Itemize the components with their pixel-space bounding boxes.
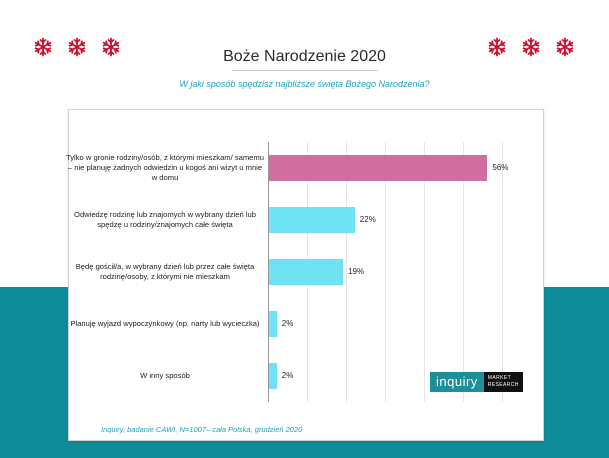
category-label: Odwiedzę rodzinę lub znajomych w wybrany…: [74, 210, 256, 229]
snowflake-icon: [102, 37, 120, 57]
snowflake-icon: [556, 37, 574, 57]
gridline: [424, 142, 425, 402]
gridline: [463, 142, 464, 402]
data-label: 2%: [281, 371, 294, 380]
snowflake-icon: [522, 37, 540, 57]
source-note: Inquiry, badanie CAWI, N=1007– cała Pols…: [101, 425, 303, 434]
data-label: 22%: [359, 215, 376, 224]
gridline: [385, 142, 386, 402]
bar: [269, 155, 488, 181]
logo-tagline-line2: RESEARCH: [487, 382, 519, 388]
data-label: 19%: [348, 267, 365, 276]
bar: [269, 363, 277, 389]
category-label: Tylko w gronie rodziny/osób, z którymi m…: [66, 153, 264, 182]
y-axis-line: [268, 142, 269, 402]
bar: [269, 207, 355, 233]
snowflake-icon: [34, 37, 52, 57]
category-label: Będę gościł/a, w wybrany dzień lub przez…: [75, 262, 255, 281]
logo-wordmark: inquiry: [430, 372, 484, 392]
snowflake-icon: [488, 37, 506, 57]
data-label: 56%: [492, 163, 509, 172]
title-divider: [232, 70, 378, 71]
data-label: 2%: [281, 319, 294, 328]
gridline: [346, 142, 347, 402]
category-label: W inny sposób: [140, 371, 190, 380]
bar: [269, 311, 277, 337]
inquiry-logo: inquiry MARKET RESEARCH: [430, 372, 523, 392]
logo-tagline-line1: MARKET: [487, 375, 512, 381]
category-label: Planuję wyjazd wypoczynkowy (np. narty l…: [70, 319, 260, 328]
survey-question: W jaki sposób spędzisz najbliższe święta…: [179, 79, 430, 89]
page-title: Boże Narodzenie 2020: [223, 48, 386, 65]
gridline: [502, 142, 503, 402]
bar: [269, 259, 344, 285]
snowflake-icon: [68, 37, 86, 57]
logo-tagline: MARKET RESEARCH: [483, 372, 523, 392]
